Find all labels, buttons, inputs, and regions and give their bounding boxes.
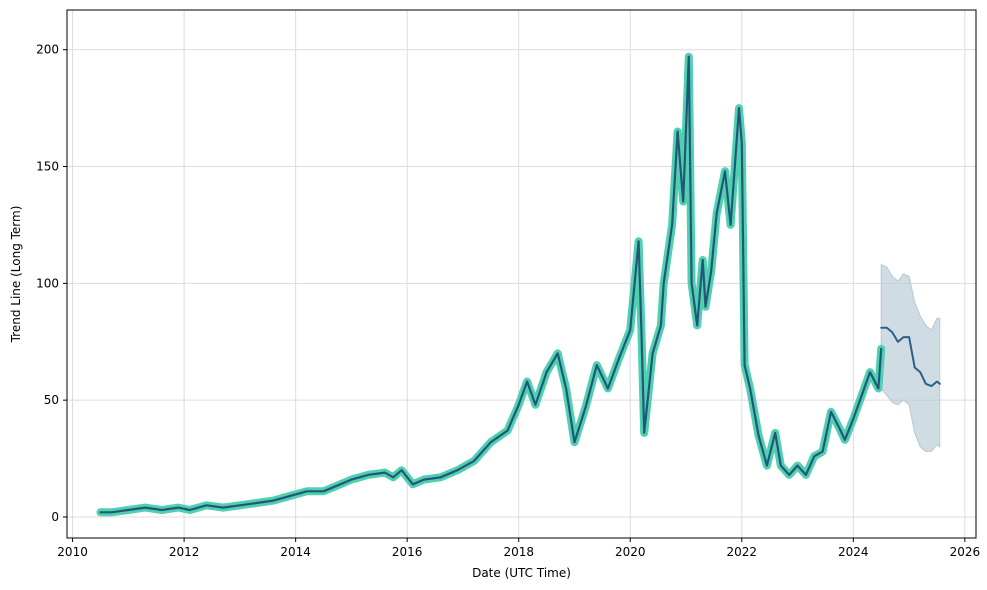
y-tick-label: 150	[36, 160, 59, 174]
x-tick-label: 2012	[169, 545, 200, 559]
x-tick-label: 2026	[950, 545, 981, 559]
plot-frame	[66, 9, 977, 539]
x-tick-label: 2018	[503, 545, 534, 559]
y-tick-label: 50	[44, 393, 59, 407]
x-tick-label: 2016	[392, 545, 423, 559]
y-tick-label: 100	[36, 276, 59, 290]
x-tick-label: 2014	[280, 545, 311, 559]
history-line	[99, 55, 883, 514]
x-axis-label: Date (UTC Time)	[472, 566, 571, 580]
ticks: 2010 2012 2014 2016 2018 2020 2022 2024 2026 0 50 1…	[36, 43, 980, 559]
forecast-band-area	[880, 263, 941, 453]
x-tick-label: 2010	[57, 545, 88, 559]
forecast-band	[880, 263, 941, 453]
x-tick-label: 2022	[727, 545, 758, 559]
forecast-line	[880, 326, 941, 388]
y-tick-label: 0	[51, 510, 59, 524]
grid	[67, 10, 976, 538]
x-tick-label: 2024	[838, 545, 869, 559]
y-tick-label: 200	[36, 43, 59, 57]
series	[96, 52, 941, 517]
y-axis-label: Trend Line (Long Term)	[9, 206, 23, 344]
x-tick-label: 2020	[615, 545, 646, 559]
